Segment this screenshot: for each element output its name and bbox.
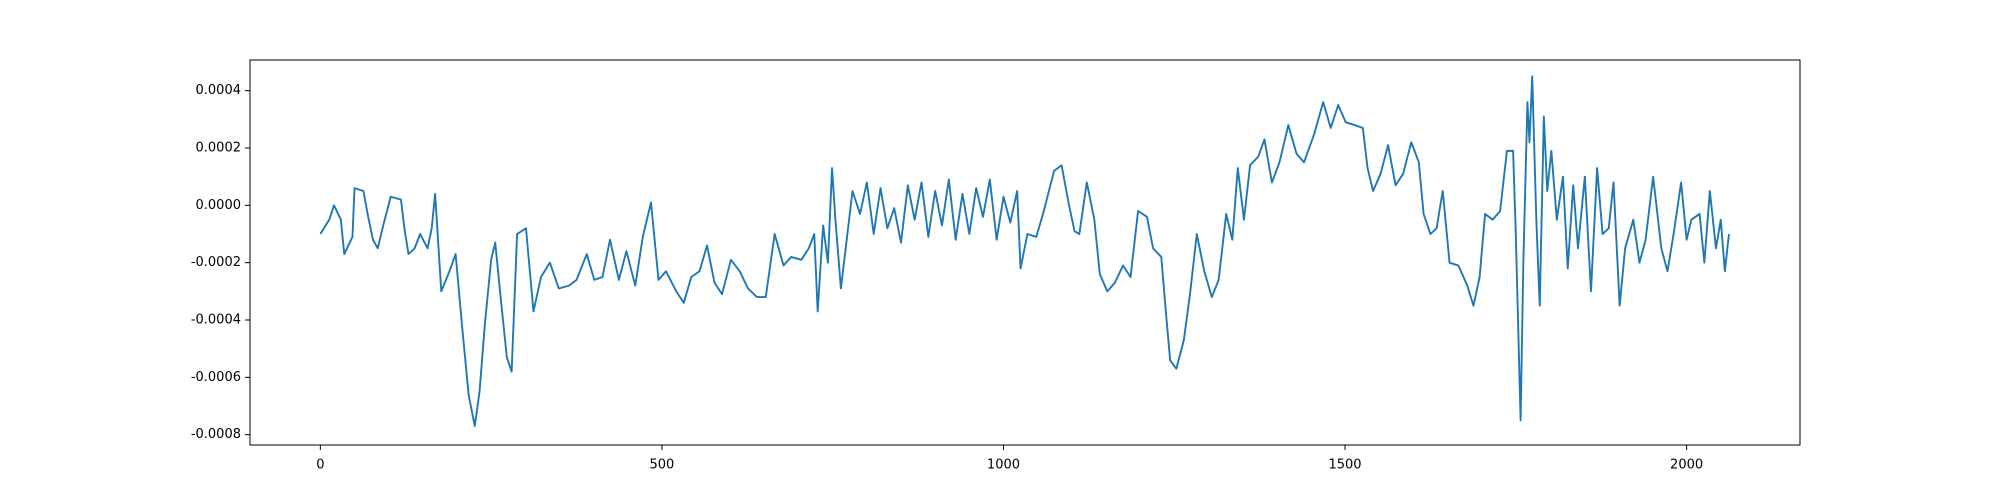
x-tick-label: 500 — [650, 458, 675, 473]
axes-frame — [249, 59, 1801, 446]
data-line — [319, 75, 1730, 428]
y-tick-label: 0.0000 — [196, 198, 242, 213]
x-tick-label: 1500 — [1328, 458, 1361, 473]
y-tick-label: -0.0006 — [191, 370, 241, 385]
y-tick-label: -0.0008 — [191, 427, 241, 442]
x-tick-label: 2000 — [1670, 458, 1703, 473]
y-tick-label: -0.0002 — [191, 255, 241, 270]
y-tick-label: 0.0004 — [196, 83, 242, 98]
y-tick-label: 0.0002 — [196, 141, 242, 156]
y-tick-label: -0.0004 — [191, 313, 241, 328]
x-tick-label: 1000 — [987, 458, 1020, 473]
x-tick-label: 0 — [316, 458, 324, 473]
